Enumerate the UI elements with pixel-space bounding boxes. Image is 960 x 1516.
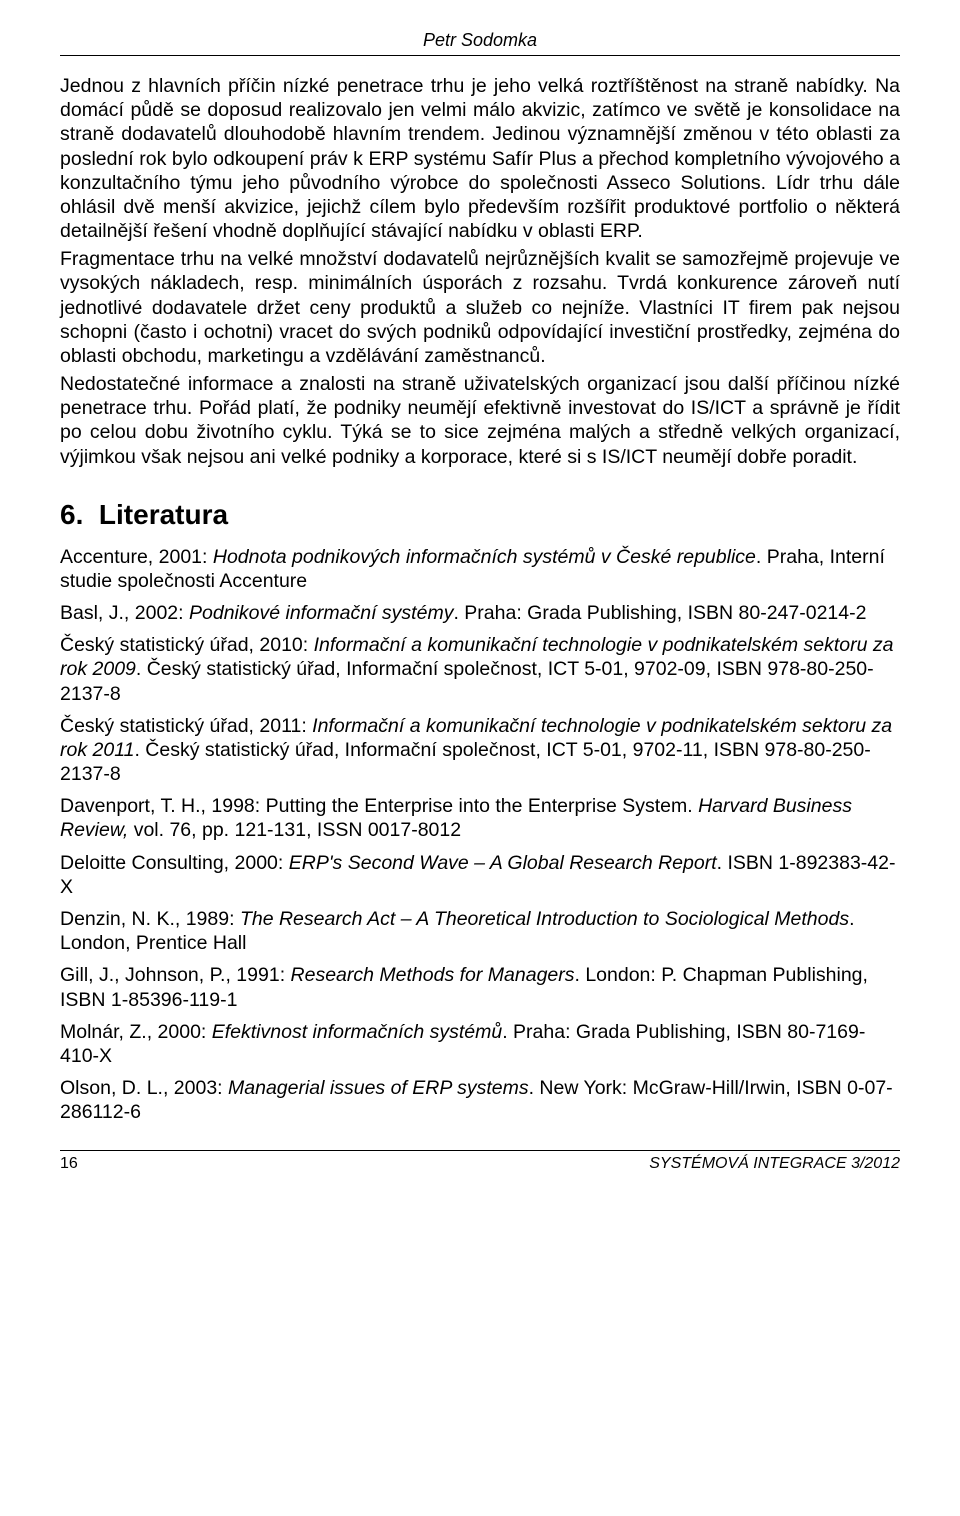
ref-title-italic: The Research Act – A Theoretical Introdu… [240,908,849,930]
ref-text: Český statistický úřad, 2010: [60,634,314,656]
ref-text: Denzin, N. K., 1989: [60,908,240,930]
references-list: Accenture, 2001: Hodnota podnikových inf… [60,545,900,1125]
section-heading: 6. Literatura [60,499,900,531]
header-author: Petr Sodomka [423,30,537,50]
reference-item: Davenport, T. H., 1998: Putting the Ente… [60,794,900,842]
ref-text: Olson, D. L., 2003: [60,1077,228,1099]
reference-item: Denzin, N. K., 1989: The Research Act – … [60,907,900,955]
reference-item: Český statistický úřad, 2010: Informační… [60,633,900,706]
ref-text: vol. 76, pp. 121-131, ISSN 0017-8012 [128,819,461,841]
section-title: Literatura [99,499,228,530]
paragraph-1: Jednou z hlavních příčin nízké penetrace… [60,74,900,243]
ref-text: Gill, J., Johnson, P., 1991: [60,964,291,986]
section-number: 6. [60,499,83,530]
ref-title-italic: ERP's Second Wave – A Global Research Re… [289,852,717,874]
reference-item: Gill, J., Johnson, P., 1991: Research Me… [60,963,900,1011]
ref-title-italic: Research Methods for Managers [291,964,575,986]
ref-title-italic: Podnikové informační systémy [189,602,453,624]
paragraph-3: Nedostatečné informace a znalosti na str… [60,372,900,469]
ref-text: Český statistický úřad, 2011: [60,715,312,737]
ref-text: Molnár, Z., 2000: [60,1021,212,1043]
reference-item: Český statistický úřad, 2011: Informační… [60,714,900,787]
paragraph-2: Fragmentace trhu na velké množství dodav… [60,247,900,368]
reference-item: Molnár, Z., 2000: Efektivnost informační… [60,1020,900,1068]
ref-title-italic: Hodnota podnikových informačních systémů… [213,546,756,568]
ref-text: . Český statistický úřad, Informační spo… [60,658,874,704]
ref-text: Davenport, T. H., 1998: Putting the Ente… [60,795,698,817]
ref-title-italic: Managerial issues of ERP systems [228,1077,529,1099]
ref-text: Basl, J., 2002: [60,602,189,624]
reference-item: Basl, J., 2002: Podnikové informační sys… [60,601,900,625]
ref-text: . Praha: Grada Publishing, ISBN 80-247-0… [453,602,866,624]
reference-item: Olson, D. L., 2003: Managerial issues of… [60,1076,900,1124]
reference-item: Accenture, 2001: Hodnota podnikových inf… [60,545,900,593]
journal-name: SYSTÉMOVÁ INTEGRACE 3/2012 [649,1155,900,1173]
ref-text: Accenture, 2001: [60,546,213,568]
ref-text: Deloitte Consulting, 2000: [60,852,289,874]
page-number: 16 [60,1155,78,1173]
running-header: Petr Sodomka [60,30,900,56]
ref-title-italic: Efektivnost informačních systémů [212,1021,502,1043]
reference-item: Deloitte Consulting, 2000: ERP's Second … [60,851,900,899]
body-text: Jednou z hlavních příčin nízké penetrace… [60,74,900,469]
ref-text: . Český statistický úřad, Informační spo… [60,739,871,785]
page-container: Petr Sodomka Jednou z hlavních příčin ní… [0,0,960,1193]
page-footer: 16 SYSTÉMOVÁ INTEGRACE 3/2012 [60,1150,900,1173]
